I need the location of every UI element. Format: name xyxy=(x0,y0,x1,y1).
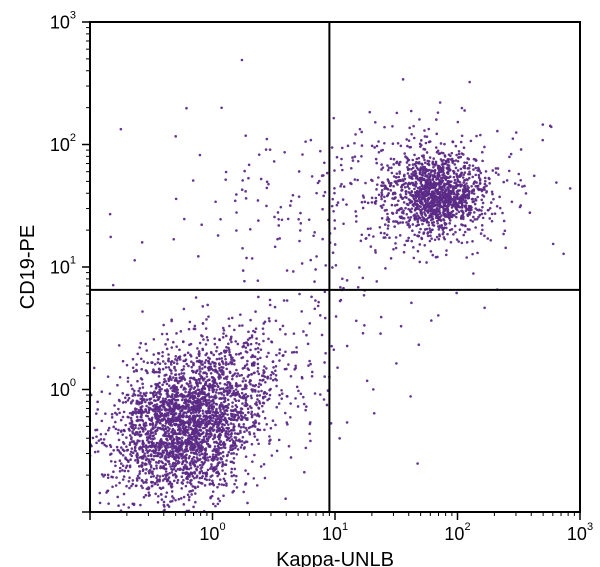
chart-svg: 100101102103Kappa-UNLB100101102103CD19-P… xyxy=(0,0,600,567)
x-axis-label: Kappa-UNLB xyxy=(276,549,394,567)
y-axis-label: CD19-PE xyxy=(17,225,39,309)
scatter-chart: 100101102103Kappa-UNLB100101102103CD19-P… xyxy=(0,0,600,567)
